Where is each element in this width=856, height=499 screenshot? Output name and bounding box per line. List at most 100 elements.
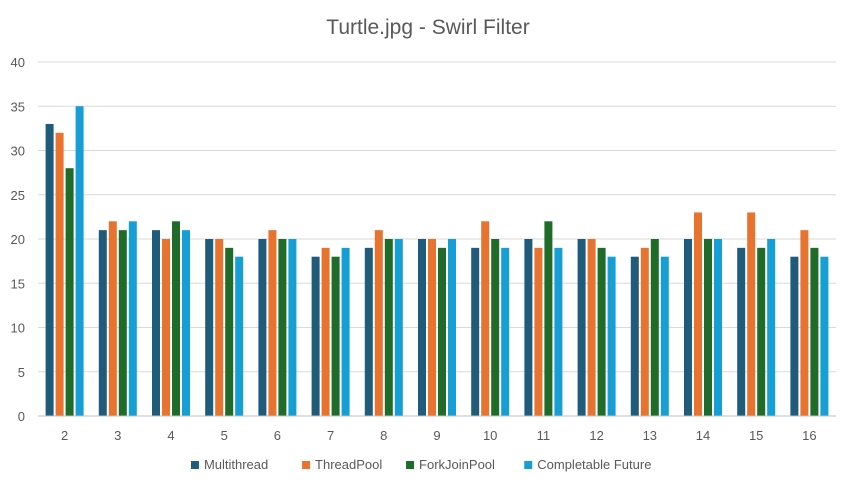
bar-forkjoinpool: [172, 221, 180, 416]
bar-threadpool: [587, 239, 596, 416]
bar-multithread: [258, 239, 267, 416]
bar-forkjoinpool: [650, 239, 659, 416]
bar-threadpool: [694, 212, 702, 416]
y-tick-label: 15: [11, 276, 25, 291]
bar-threadpool: [215, 239, 224, 416]
bar-forkjoinpool: [704, 239, 712, 416]
bar-completable-future: [75, 106, 84, 416]
bar-completable-future: [235, 256, 244, 416]
bar-threadpool: [428, 239, 436, 416]
y-tick-label: 35: [11, 99, 25, 114]
bar-forkjoinpool: [544, 221, 553, 416]
y-tick-label: 30: [11, 144, 25, 159]
x-tick-label: 12: [589, 428, 603, 443]
legend-label: ThreadPool: [315, 457, 382, 472]
bar-multithread: [45, 123, 54, 416]
bar-threadpool: [321, 247, 330, 416]
bar-multithread: [524, 239, 533, 416]
bar-completable-future: [767, 239, 776, 416]
bar-forkjoinpool: [225, 247, 234, 416]
x-tick-label: 6: [274, 428, 281, 443]
x-tick-label: 10: [483, 428, 497, 443]
y-tick-label: 0: [18, 409, 25, 424]
x-tick-label: 2: [61, 428, 68, 443]
x-tick-label: 13: [643, 428, 657, 443]
bar-completable-future: [448, 239, 456, 416]
gridlines: [38, 61, 836, 373]
bar-completable-future: [341, 247, 350, 416]
legend: Multithread ThreadPool ForkJoinPool Complet…: [190, 457, 651, 472]
bar-threadpool: [534, 247, 543, 416]
bar-multithread: [418, 239, 426, 416]
bar-threadpool: [481, 221, 490, 416]
x-tick-label: 9: [433, 428, 440, 443]
bar-completable-future: [501, 247, 510, 416]
x-tick-label: 5: [221, 428, 228, 443]
bar-forkjoinpool: [278, 239, 287, 416]
x-tick-label: 4: [167, 428, 174, 443]
bar-multithread: [364, 247, 373, 416]
x-tick-label: 16: [802, 428, 816, 443]
y-tick-label: 10: [11, 321, 25, 336]
bar-forkjoinpool: [757, 247, 766, 416]
legend-label: ForkJoinPool: [419, 457, 495, 472]
bar-multithread: [471, 247, 480, 416]
bar-multithread: [311, 256, 320, 416]
legend-swatch: [406, 461, 415, 469]
bar-forkjoinpool: [331, 256, 340, 416]
bar-completable-future: [128, 221, 137, 416]
x-tick-label: 3: [114, 428, 121, 443]
x-tick-label: 15: [749, 428, 763, 443]
bar-forkjoinpool: [118, 230, 127, 416]
bar-multithread: [737, 247, 746, 416]
bar-completable-future: [820, 256, 829, 416]
bar-completable-future: [182, 230, 190, 416]
bar-threadpool: [747, 212, 756, 416]
x-tick-label: 8: [380, 428, 387, 443]
bar-completable-future: [660, 256, 669, 416]
bar-forkjoinpool: [65, 168, 74, 416]
y-tick-label: 25: [11, 188, 25, 203]
bar-completable-future: [607, 256, 616, 416]
bar-completable-future: [288, 239, 297, 416]
bar-forkjoinpool: [384, 239, 393, 416]
bar-completable-future: [554, 247, 563, 416]
bar-threadpool: [374, 230, 383, 416]
x-tick-label: 11: [537, 428, 551, 443]
bar-forkjoinpool: [438, 247, 446, 416]
bar-threadpool: [800, 230, 809, 416]
legend-swatch: [190, 461, 199, 469]
bar-multithread: [577, 239, 586, 416]
bar-forkjoinpool: [491, 239, 500, 416]
y-axis-ticks: 0 5 10 15 20 25 30 35 40: [11, 55, 25, 424]
bar-multithread: [630, 256, 639, 416]
bar-threadpool: [108, 221, 117, 416]
bar-forkjoinpool: [597, 247, 606, 416]
bar-forkjoinpool: [810, 247, 819, 416]
bar-multithread: [205, 239, 214, 416]
bar-threadpool: [640, 247, 649, 416]
x-tick-label: 7: [327, 428, 334, 443]
bars: [45, 106, 829, 417]
bar-completable-future: [714, 239, 722, 416]
bar-threadpool: [268, 230, 277, 416]
legend-swatch: [302, 461, 311, 469]
y-tick-label: 20: [11, 232, 25, 247]
bar-threadpool: [162, 239, 170, 416]
bar-multithread: [790, 256, 799, 416]
chart-title: Turtle.jpg - Swirl Filter: [326, 16, 529, 39]
y-tick-label: 5: [18, 365, 25, 380]
legend-label: Completable Future: [537, 457, 651, 472]
legend-label: Multithread: [204, 457, 268, 472]
bar-completable-future: [394, 239, 403, 416]
bar-multithread: [152, 230, 160, 416]
bar-multithread: [684, 239, 692, 416]
y-tick-label: 40: [11, 55, 25, 70]
legend-swatch: [524, 461, 533, 469]
bar-multithread: [98, 230, 107, 416]
x-axis-ticks: 2 3 4 5 6 7 8 9 10 11 12 13 14 15 16: [61, 428, 817, 443]
bar-threadpool: [55, 132, 64, 417]
x-tick-label: 14: [696, 428, 710, 443]
